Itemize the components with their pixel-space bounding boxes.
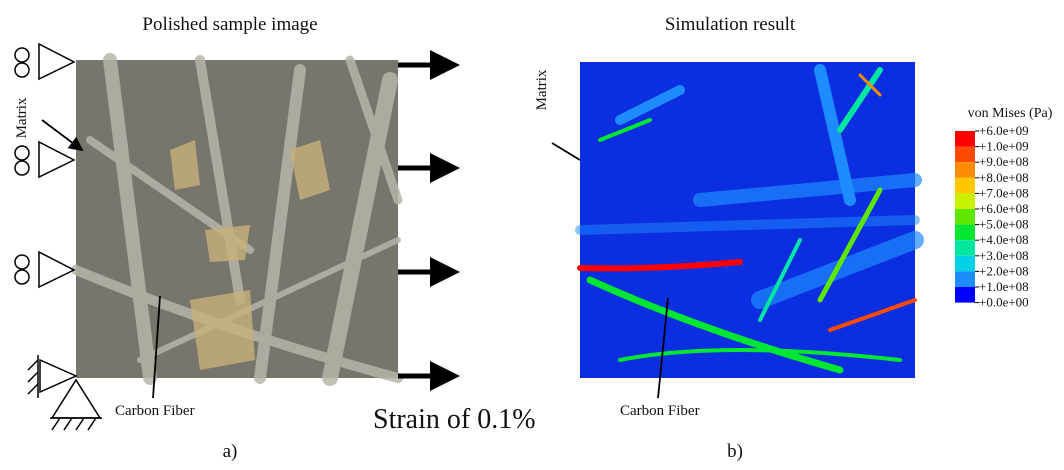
legend-swatch — [955, 193, 975, 209]
legend-swatch — [955, 240, 975, 256]
legend-swatch — [955, 131, 975, 147]
legend-label: +1.0e+08 — [979, 279, 1029, 294]
fiber-label: Carbon Fiber — [115, 403, 195, 419]
legend-label: +8.0e+08 — [979, 170, 1029, 185]
load-label: Strain of 0.1% — [373, 404, 536, 435]
legend-swatch — [955, 178, 975, 194]
legend-label: +4.0e+08 — [979, 232, 1029, 247]
legend-swatch — [955, 256, 975, 272]
legend-label: +0.0e+00 — [979, 295, 1029, 310]
panel-label: b) — [727, 441, 743, 462]
legend-swatch — [955, 209, 975, 225]
legend-label: +5.0e+08 — [979, 217, 1029, 232]
legend-title: von Mises (Pa) — [968, 106, 1053, 121]
legend-swatch — [955, 147, 975, 163]
legend-swatch — [955, 162, 975, 178]
legend-swatch — [955, 225, 975, 241]
figure: Polished sample image — [0, 0, 1064, 465]
left-title: Polished sample image — [142, 14, 317, 35]
legend-label: +1.0e+09 — [979, 139, 1029, 154]
fiber-label: Carbon Fiber — [620, 403, 700, 419]
legend-label: +2.0e+08 — [979, 263, 1029, 278]
stress-map — [580, 62, 915, 378]
load-arrows — [398, 65, 455, 376]
legend-label: +9.0e+08 — [979, 154, 1029, 169]
legend-label: +6.0e+09 — [979, 123, 1029, 138]
matrix-label: Matrix — [14, 97, 30, 138]
legend-swatch — [955, 271, 975, 287]
panel-label: a) — [223, 441, 238, 462]
matrix-label: Matrix — [534, 69, 550, 110]
legend: +6.0e+09+1.0e+09+9.0e+08+8.0e+08+7.0e+08… — [955, 123, 1029, 310]
legend-label: +7.0e+08 — [979, 185, 1029, 200]
matrix-pointer — [552, 143, 580, 160]
legend-label: +3.0e+08 — [979, 248, 1029, 263]
legend-swatch — [955, 287, 975, 303]
micrograph — [76, 60, 398, 378]
right-title: Simulation result — [665, 14, 796, 35]
legend-label: +6.0e+08 — [979, 201, 1029, 216]
